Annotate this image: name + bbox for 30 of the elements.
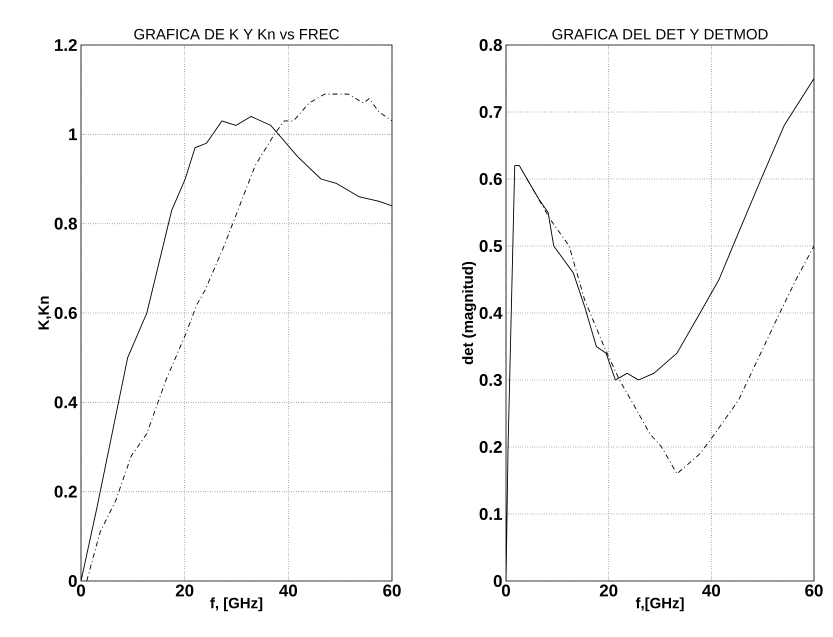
y-tick-label: 0 [494,575,502,587]
y-tick-label: 0.6 [480,173,502,186]
x-tick-label: 40 [702,584,720,597]
y-tick-label: 0.4 [54,396,78,408]
y-tick-label: 0.1 [480,508,502,520]
y-tick-label: 0.8 [54,218,77,230]
y-tick-label: 0.3 [480,374,502,386]
chart-title: GRAFICA DEL DET Y DETMOD [552,28,768,40]
x-tick-label: 40 [279,584,298,597]
x-tick-label: 0 [502,584,510,597]
y-tick-label: 0.2 [480,441,502,454]
x-tick-label: 20 [600,584,618,597]
x-tick-label: 60 [805,584,823,597]
y-axis-title: K,Kn [38,296,52,330]
x-tick-label: 20 [176,584,194,597]
chart-title: GRAFICA DE K Y Kn vs FREC [134,28,339,40]
y-tick-label: 1 [69,128,78,140]
y-tick-label: 1.2 [55,39,77,51]
y-axis-title: det (magnitud) [462,262,476,364]
y-tick-label: 0.6 [54,307,77,319]
x-tick-label: 0 [76,584,86,597]
y-tick-label: 0.8 [480,39,502,52]
y-tick-label: 0.7 [480,106,502,118]
x-axis-title: f,[GHz] [636,597,684,612]
y-tick-label: 0 [68,575,77,587]
x-tick-label: 60 [383,584,401,597]
y-tick-label: 0.4 [480,307,502,320]
y-tick-label: 0.5 [480,240,502,252]
y-tick-label: 0.2 [54,486,77,498]
x-axis-title: f, [GHz] [210,597,262,612]
